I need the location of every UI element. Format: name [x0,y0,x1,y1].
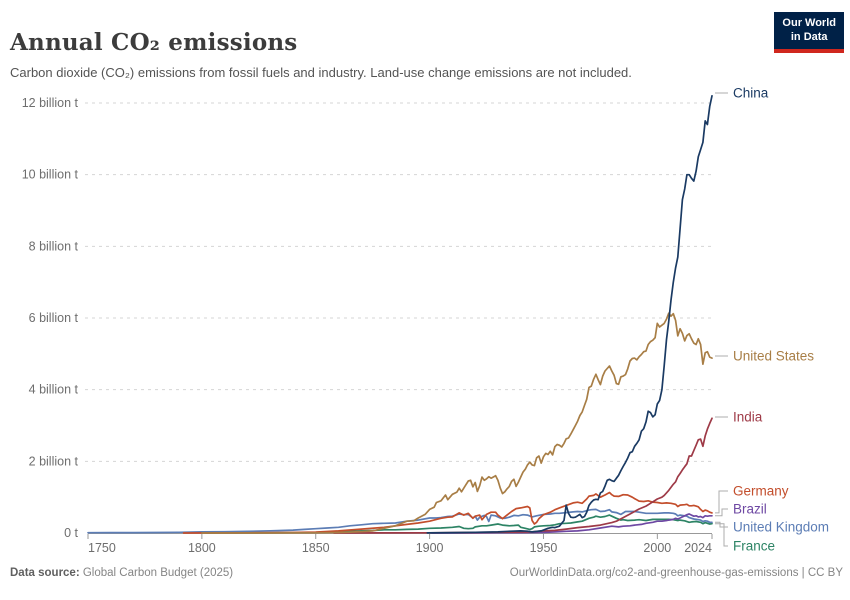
legend-label-france[interactable]: France [733,539,775,554]
legend-label-germany[interactable]: Germany [733,484,789,499]
legend-label-brazil[interactable]: Brazil [733,502,767,517]
line-brazil[interactable] [431,513,713,534]
data-source-value: Global Carbon Budget (2025) [79,567,234,579]
x-tick-label: 2000 [643,541,671,555]
y-tick-label: 10 billion t [22,168,79,182]
chart-subtitle: Carbon dioxide (CO₂) emissions from foss… [10,65,632,80]
legend-label-china[interactable]: China [733,86,769,101]
legend-leader-united-kingdom [715,521,728,528]
x-tick-label: 1850 [302,541,330,555]
y-tick-label: 2 billion t [29,454,79,468]
legend-leader-brazil [715,508,728,517]
legend-label-united-kingdom[interactable]: United Kingdom [733,520,829,535]
x-tick-label: 1750 [88,541,116,555]
x-tick-label: 1950 [530,541,558,555]
y-tick-label: 8 billion t [29,239,79,253]
y-tick-label: 6 billion t [29,311,79,325]
x-tick-label: 2024 [684,541,712,555]
line-germany[interactable] [182,491,713,534]
y-tick-label: 4 billion t [29,383,79,397]
data-source-label: Data source: [10,567,80,579]
line-china[interactable] [426,94,713,534]
line-united-states[interactable] [201,312,713,534]
owid-logo-line2: in Data [790,30,828,43]
line-india[interactable] [333,417,713,534]
y-tick-label: 0 t [64,526,78,540]
legend-leader-germany [715,490,728,514]
x-tick-label: 1800 [188,541,216,555]
legend-label-india[interactable]: India [733,410,763,425]
y-tick-label: 12 billion t [22,96,79,110]
attribution-link[interactable]: OurWorldinData.org/co2-and-greenhouse-ga… [509,567,843,579]
legend-leader-france [715,523,728,547]
data-source: Data source: Global Carbon Budget (2025) [10,567,233,579]
x-tick-label: 1900 [416,541,444,555]
owid-logo: Our World in Data [774,12,844,53]
chart-footer: Data source: Global Carbon Budget (2025)… [10,567,843,579]
page-title: Annual CO₂ emissions [10,29,298,57]
line-united-kingdom[interactable] [87,508,713,534]
owid-logo-line1: Our World [782,17,836,29]
legend-label-united-states[interactable]: United States [733,349,814,364]
